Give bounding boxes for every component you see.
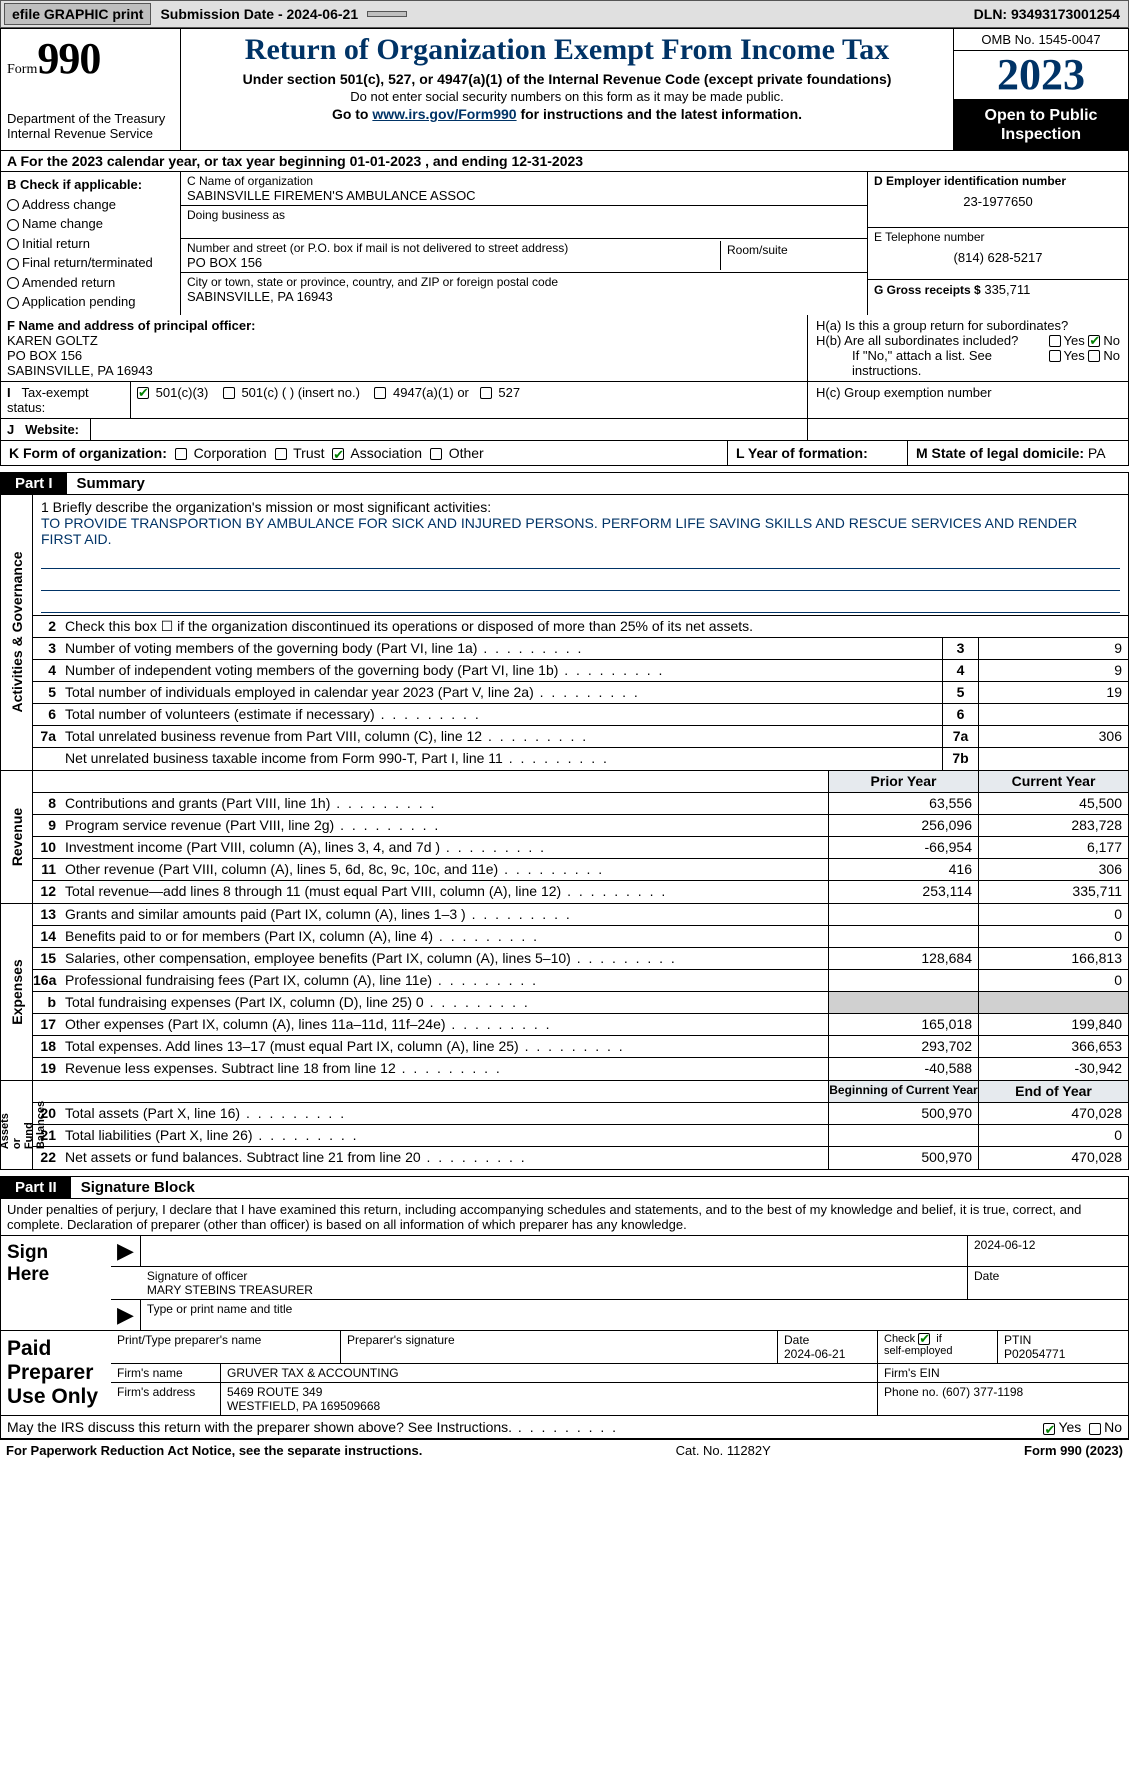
paid-preparer-block: Paid Preparer Use Only Print/Type prepar… [0, 1331, 1129, 1416]
checkbox-527[interactable] [480, 387, 492, 399]
footer: For Paperwork Reduction Act Notice, see … [0, 1439, 1129, 1461]
omb-number: OMB No. 1545-0047 [954, 29, 1128, 51]
penalty-text: Under penalties of perjury, I declare th… [0, 1199, 1129, 1236]
subtitle-2: Do not enter social security numbers on … [185, 89, 949, 104]
row-i-j: I Tax-exempt status: 501(c)(3) 501(c) ( … [0, 382, 1129, 419]
side-label-expenses: Expenses [9, 959, 25, 1024]
subtitle-1: Under section 501(c), 527, or 4947(a)(1)… [185, 71, 949, 87]
checkbox-trust[interactable] [275, 448, 287, 460]
row-f-h: F Name and address of principal officer:… [0, 315, 1129, 382]
col-c: C Name of organizationSABINSVILLE FIREME… [181, 172, 868, 315]
section-net-assets: Net Assets or Fund Balances Beginning of… [0, 1081, 1129, 1170]
section-expenses: Expenses 13Grants and similar amounts pa… [0, 904, 1129, 1081]
block-b-c-d: B Check if applicable: Address change Na… [0, 172, 1129, 315]
section-governance: Activities & Governance 1 Briefly descri… [0, 495, 1129, 771]
efile-print-button[interactable]: efile GRAPHIC print [4, 3, 151, 25]
subtitle-3: Go to www.irs.gov/Form990 for instructio… [185, 106, 949, 122]
irs-link[interactable]: www.irs.gov/Form990 [372, 106, 516, 122]
side-label-governance: Activities & Governance [9, 552, 25, 713]
row-k-l-m: K Form of organization: Corporation Trus… [0, 441, 1129, 466]
checkbox-501c3[interactable] [137, 387, 149, 399]
form-title: Return of Organization Exempt From Incom… [185, 33, 949, 67]
dept-treasury: Department of the Treasury Internal Reve… [7, 112, 174, 142]
open-public: Open to Public Inspection [954, 100, 1128, 150]
side-label-revenue: Revenue [9, 808, 25, 866]
dln: DLN: 93493173001254 [974, 6, 1128, 22]
checkbox-corp[interactable] [175, 448, 187, 460]
row-j-website: J Website: [0, 419, 1129, 441]
form-number: Form990 [7, 33, 174, 84]
col-b: B Check if applicable: Address change Na… [1, 172, 181, 315]
blank-button[interactable] [367, 11, 407, 17]
checkbox-501c[interactable] [223, 387, 235, 399]
col-d-e-g: D Employer identification number23-19776… [868, 172, 1128, 315]
part-2-bar: Part II Signature Block [0, 1176, 1129, 1199]
side-label-net: Net Assets or Fund Balances [0, 1101, 47, 1149]
section-revenue: Revenue Prior YearCurrent Year 8Contribu… [0, 771, 1129, 904]
form-header: Form990 Department of the Treasury Inter… [0, 28, 1129, 151]
checkbox-assoc[interactable] [332, 448, 344, 460]
discuss-yes[interactable] [1043, 1423, 1055, 1435]
discuss-row: May the IRS discuss this return with the… [0, 1416, 1129, 1439]
top-bar: efile GRAPHIC print Submission Date - 20… [0, 0, 1129, 28]
checkbox-other[interactable] [430, 448, 442, 460]
sign-here-block: Sign Here ▶2024-06-12 ▶Signature of offi… [0, 1236, 1129, 1331]
discuss-no[interactable] [1089, 1423, 1101, 1435]
tax-year: 2023 [954, 51, 1128, 100]
line-a: A For the 2023 calendar year, or tax yea… [0, 151, 1129, 172]
submission-date: Submission Date - 2024-06-21 [154, 6, 364, 22]
part-1-bar: Part I Summary [0, 472, 1129, 495]
checkbox-4947[interactable] [374, 387, 386, 399]
